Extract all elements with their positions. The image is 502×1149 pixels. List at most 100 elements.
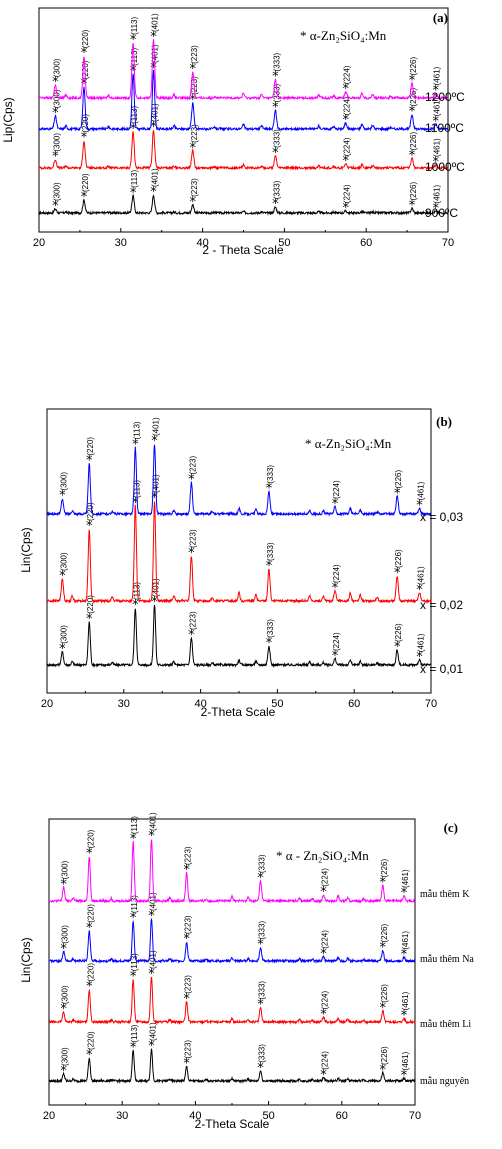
series-line [48, 839, 416, 904]
series-line [38, 69, 449, 132]
peak-star: * [52, 75, 59, 90]
peak-star: * [257, 871, 264, 886]
peak-star: * [190, 93, 197, 108]
peak-hkl-label: (333) [266, 542, 275, 561]
peak-hkl-label: (226) [380, 923, 389, 942]
panel-a-frame [38, 7, 449, 233]
peak-hkl-label: (224) [321, 930, 330, 949]
peak-star: * [59, 569, 66, 584]
panel-b-x-axis: 20 30 40 50 60 70 [41, 689, 437, 710]
peak-star: * [148, 967, 155, 982]
peak-hkl-label: (223) [184, 975, 193, 994]
peak-star: * [432, 202, 439, 217]
peak-hkl-label: (223) [184, 1040, 193, 1059]
x-tick-label: 20 [43, 1110, 55, 1122]
peak-star: * [132, 496, 139, 511]
x-tick-label: 30 [115, 237, 127, 249]
series-line [46, 605, 432, 668]
x-tick-label: 50 [271, 698, 283, 710]
x-tick-label: 70 [409, 1110, 421, 1122]
peak-hkl-label: (223) [190, 124, 199, 143]
peak-hkl-label: (300) [61, 860, 70, 879]
series-label-1100C: 1100ºC [425, 121, 464, 135]
peak-star: * [394, 487, 401, 502]
peak-star: * [266, 636, 273, 651]
peak-hkl-label: (223) [188, 611, 197, 630]
peak-hkl-label: (220) [81, 173, 90, 192]
peak-star: * [59, 489, 66, 504]
peak-hkl-label: (300) [52, 182, 61, 201]
peak-hkl-label: (333) [272, 180, 281, 199]
peak-star: * [416, 583, 423, 598]
peak-star: * [52, 150, 59, 165]
peak-star: * [86, 454, 93, 469]
peak-hkl-label: (300) [61, 1047, 70, 1066]
peak-star: * [188, 473, 195, 488]
peak-star: * [188, 546, 195, 561]
peak-star: * [320, 947, 327, 962]
panel-a: (a) * α-Zn₂SiO₄:Mn 2 - Theta Scale Lip(C… [1, 7, 465, 257]
peak-hkl-label: (461) [433, 138, 442, 157]
peak-star: * [432, 114, 439, 129]
peak-star: * [272, 146, 279, 161]
peak-hkl-label: (224) [321, 1051, 330, 1070]
peak-star: * [320, 885, 327, 900]
peak-hkl-label: (401) [148, 950, 157, 969]
peak-star: * [320, 1008, 327, 1023]
peak-hkl-label: (220) [86, 904, 95, 923]
peak-hkl-label: (461) [416, 481, 425, 500]
peak-star: * [343, 82, 350, 97]
x-tick-label: 40 [194, 698, 206, 710]
peak-star: * [266, 482, 273, 497]
peak-hkl-label: (223) [190, 45, 199, 64]
peak-star: * [130, 122, 137, 137]
peak-hkl-label: (401) [148, 812, 157, 831]
peak-star: * [183, 992, 190, 1007]
peak-hkl-label: (226) [409, 56, 418, 75]
peak-star: * [151, 595, 158, 610]
peak-star: * [380, 941, 387, 956]
peak-hkl-label: (113) [130, 169, 139, 187]
panel-b-curves: *(300)*(220) *(113)*(401)*(223)*(333)*(22… [46, 417, 432, 668]
peak-hkl-label: (113) [130, 16, 139, 34]
peak-star: * [150, 61, 157, 76]
peak-hkl-label: (220) [86, 963, 95, 982]
peak-star: * [150, 120, 157, 135]
x-tick-label: 60 [360, 237, 372, 249]
peak-star: * [148, 829, 155, 844]
peak-star: * [343, 201, 350, 216]
peak-star: * [132, 438, 139, 453]
peak-star: * [86, 1048, 93, 1063]
peak-star: * [257, 938, 264, 953]
panel-a-x-axis: 20 30 40 50 60 70 [33, 228, 454, 249]
panel-b-xlabel: 2-Theta Scale [201, 705, 276, 719]
peak-star: * [150, 30, 157, 45]
peak-star: * [401, 886, 408, 901]
peak-hkl-label: (226) [409, 131, 418, 150]
peak-hkl-label: (401) [151, 13, 160, 32]
series-line [48, 917, 416, 964]
peak-hkl-label: (401) [151, 44, 160, 63]
peak-star: * [130, 33, 137, 48]
peak-star: * [151, 434, 158, 449]
panel-a-curves: *(300) *(220)*(113)*(401)*(223)*(333)*(22… [38, 13, 449, 217]
peak-hkl-label: (224) [332, 480, 341, 499]
series-label-k: mẫu thêm K [420, 889, 470, 900]
peak-star: * [257, 998, 264, 1013]
panel-a-series-labels: 900ºC 1000ºC 1100ºC 1200ºC [425, 90, 465, 220]
peak-star: * [394, 566, 401, 581]
peak-star: * [86, 612, 93, 627]
peak-hkl-label: (113) [130, 47, 139, 65]
peak-hkl-label: (333) [258, 854, 267, 873]
peak-hkl-label: (224) [343, 65, 352, 84]
series-label-x001: x = 0,01 [420, 662, 463, 676]
peak-hkl-label: (226) [380, 1046, 389, 1065]
peak-hkl-label: (226) [394, 469, 403, 488]
peak-star: * [52, 106, 59, 121]
series-line [38, 39, 449, 101]
series-line [38, 129, 449, 171]
peak-star: * [320, 1068, 327, 1083]
peak-star: * [332, 649, 339, 664]
peak-hkl-label: (220) [81, 60, 90, 79]
